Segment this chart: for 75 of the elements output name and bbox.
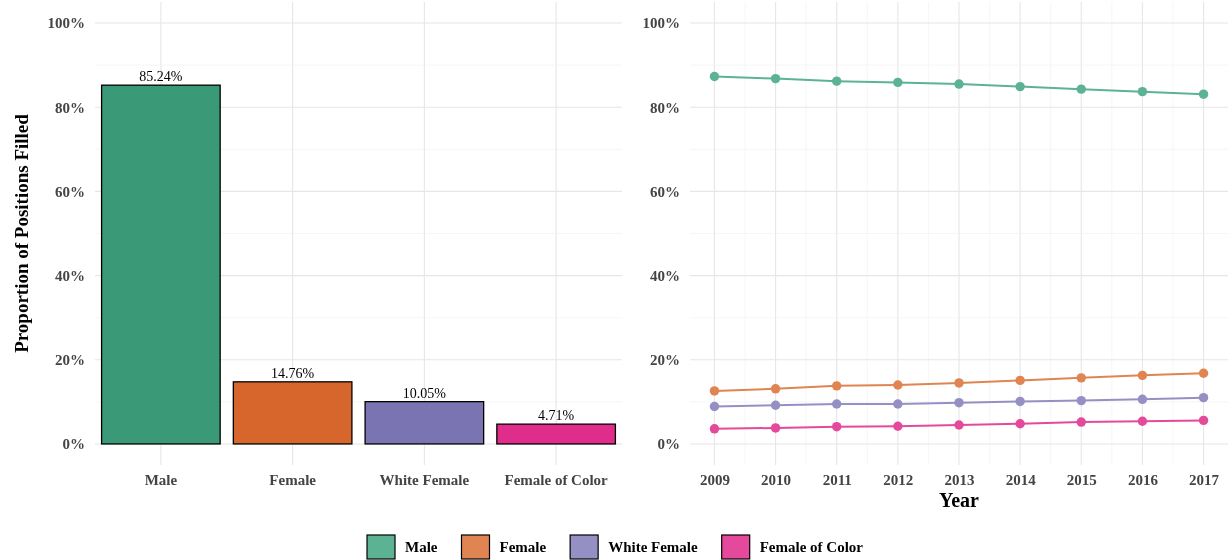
y-tick-label: 60%: [650, 183, 680, 200]
y-tick-label: 100%: [642, 15, 680, 32]
x-tick-label: 2016: [1127, 471, 1159, 488]
point: [954, 378, 964, 388]
x-axis-title: Year: [939, 489, 980, 511]
point: [1015, 375, 1025, 386]
point: [709, 71, 720, 82]
point: [1137, 416, 1148, 426]
bar: [496, 423, 617, 445]
y-tick-label: 40%: [650, 267, 680, 284]
point: [1015, 396, 1025, 407]
x-tick-label: Female: [269, 471, 317, 488]
x-tick-label: 2014: [1005, 471, 1037, 488]
data-label: 85.24%: [139, 69, 183, 85]
point: [1198, 392, 1209, 403]
point: [832, 381, 842, 391]
bar: [232, 381, 353, 445]
point: [893, 77, 903, 88]
x-tick-label: 2017: [1189, 471, 1220, 488]
bar: [100, 84, 221, 445]
legend-label: White Female: [608, 539, 699, 555]
point: [1076, 84, 1086, 94]
data-label: 4.71%: [538, 408, 575, 424]
x-tick-label: 2015: [1066, 471, 1097, 488]
point: [1198, 89, 1209, 99]
x-tick-label: 2009: [699, 471, 730, 488]
point: [1076, 395, 1086, 406]
y-tick-label: 80%: [650, 99, 680, 116]
point: [770, 73, 781, 84]
y-tick-label: 40%: [55, 267, 85, 284]
point: [709, 401, 720, 412]
point: [770, 423, 781, 433]
point: [1198, 415, 1209, 426]
point: [1076, 417, 1086, 427]
point: [1137, 394, 1148, 405]
point: [1198, 368, 1209, 378]
x-tick-label: 2011: [822, 471, 852, 488]
point: [1137, 370, 1148, 381]
y-axis-title: Proportion of Positions Filled: [11, 113, 32, 353]
y-tick-label: 0%: [62, 436, 85, 453]
point: [893, 421, 903, 431]
point: [832, 399, 842, 409]
point: [1076, 373, 1086, 383]
legend-label: Male: [405, 539, 438, 555]
point: [1137, 86, 1148, 97]
point: [709, 424, 720, 434]
y-tick-label: 60%: [55, 183, 85, 200]
point: [832, 421, 842, 432]
x-tick-label: 2010: [761, 471, 792, 488]
y-tick-label: 80%: [55, 99, 85, 116]
y-tick-label: 0%: [657, 436, 680, 453]
x-tick-label: 2013: [944, 471, 975, 488]
point: [709, 386, 720, 396]
data-label: 14.76%: [271, 365, 315, 381]
y-tick-label: 20%: [650, 352, 680, 369]
point: [1015, 419, 1025, 429]
legend-label: Female of Color: [759, 539, 864, 555]
x-tick-label: White Female: [379, 471, 470, 488]
x-tick-label: Male: [144, 471, 178, 488]
y-tick-label: 20%: [55, 352, 85, 369]
point: [832, 76, 842, 86]
bar: [364, 401, 485, 445]
legend-label: Female: [499, 539, 547, 555]
point: [893, 380, 903, 390]
point: [770, 400, 781, 410]
y-tick-label: 100%: [47, 15, 85, 32]
point: [954, 79, 964, 89]
x-tick-label: Female of Color: [504, 471, 609, 488]
point: [893, 399, 903, 409]
point: [1015, 81, 1025, 92]
point: [770, 384, 781, 394]
data-label: 10.05%: [402, 385, 447, 401]
x-tick-label: 2012: [883, 471, 914, 488]
point: [954, 420, 964, 430]
point: [954, 397, 964, 408]
